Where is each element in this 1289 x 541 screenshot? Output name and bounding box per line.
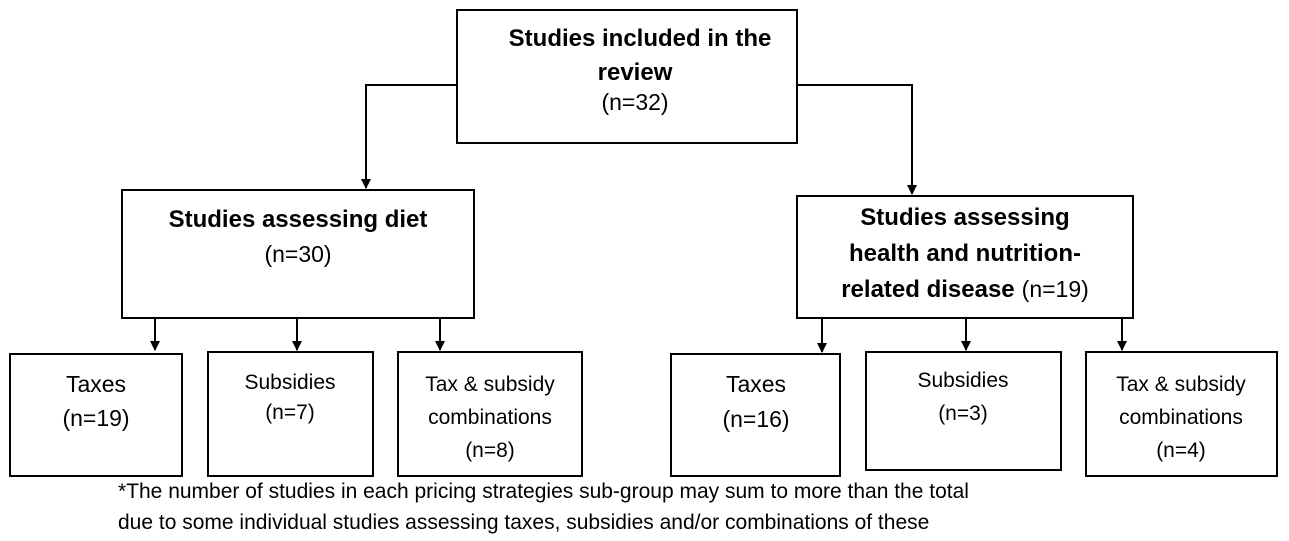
footnote: due to some individual studies assessing… (118, 511, 929, 534)
node-count: (n=16) (722, 406, 789, 432)
footnote: *The number of studies in each pricing s… (118, 480, 969, 503)
node-count: (n=3) (938, 402, 988, 425)
box (207, 351, 374, 477)
box (670, 353, 841, 477)
node-label: Subsidies (244, 371, 335, 394)
node-label: Studies assessing (860, 204, 1069, 231)
node-count: (n=8) (465, 439, 515, 462)
connector (361, 84, 457, 189)
box (865, 351, 1062, 471)
node-label: review (598, 59, 673, 86)
node-count: (n=19) (62, 405, 129, 431)
node-label: Taxes (66, 371, 126, 397)
box (1085, 351, 1278, 477)
node-label: combinations (428, 406, 552, 429)
node-count: (n=32) (601, 89, 668, 115)
node-label-line: related disease (n=19) (841, 276, 1089, 303)
node-label: health and nutrition- (849, 240, 1081, 267)
node-count: (n=7) (265, 401, 315, 424)
node-count: (n=19) (1022, 276, 1089, 302)
node-label: Studies included in the (509, 25, 772, 52)
box (397, 351, 583, 477)
node-label: Subsidies (917, 369, 1008, 392)
node-count: (n=30) (264, 241, 331, 267)
box (456, 9, 798, 144)
node-label: Taxes (726, 371, 786, 397)
node-label: related disease (841, 276, 1014, 303)
node-label: combinations (1119, 406, 1243, 429)
box (796, 195, 1134, 319)
node-label: Studies assessing diet (169, 206, 428, 233)
node-count: (n=4) (1156, 439, 1206, 462)
box (9, 353, 183, 477)
connector (797, 84, 917, 195)
node-label: Tax & subsidy (425, 373, 555, 396)
node-label: Tax & subsidy (1116, 373, 1246, 396)
box (121, 189, 475, 319)
